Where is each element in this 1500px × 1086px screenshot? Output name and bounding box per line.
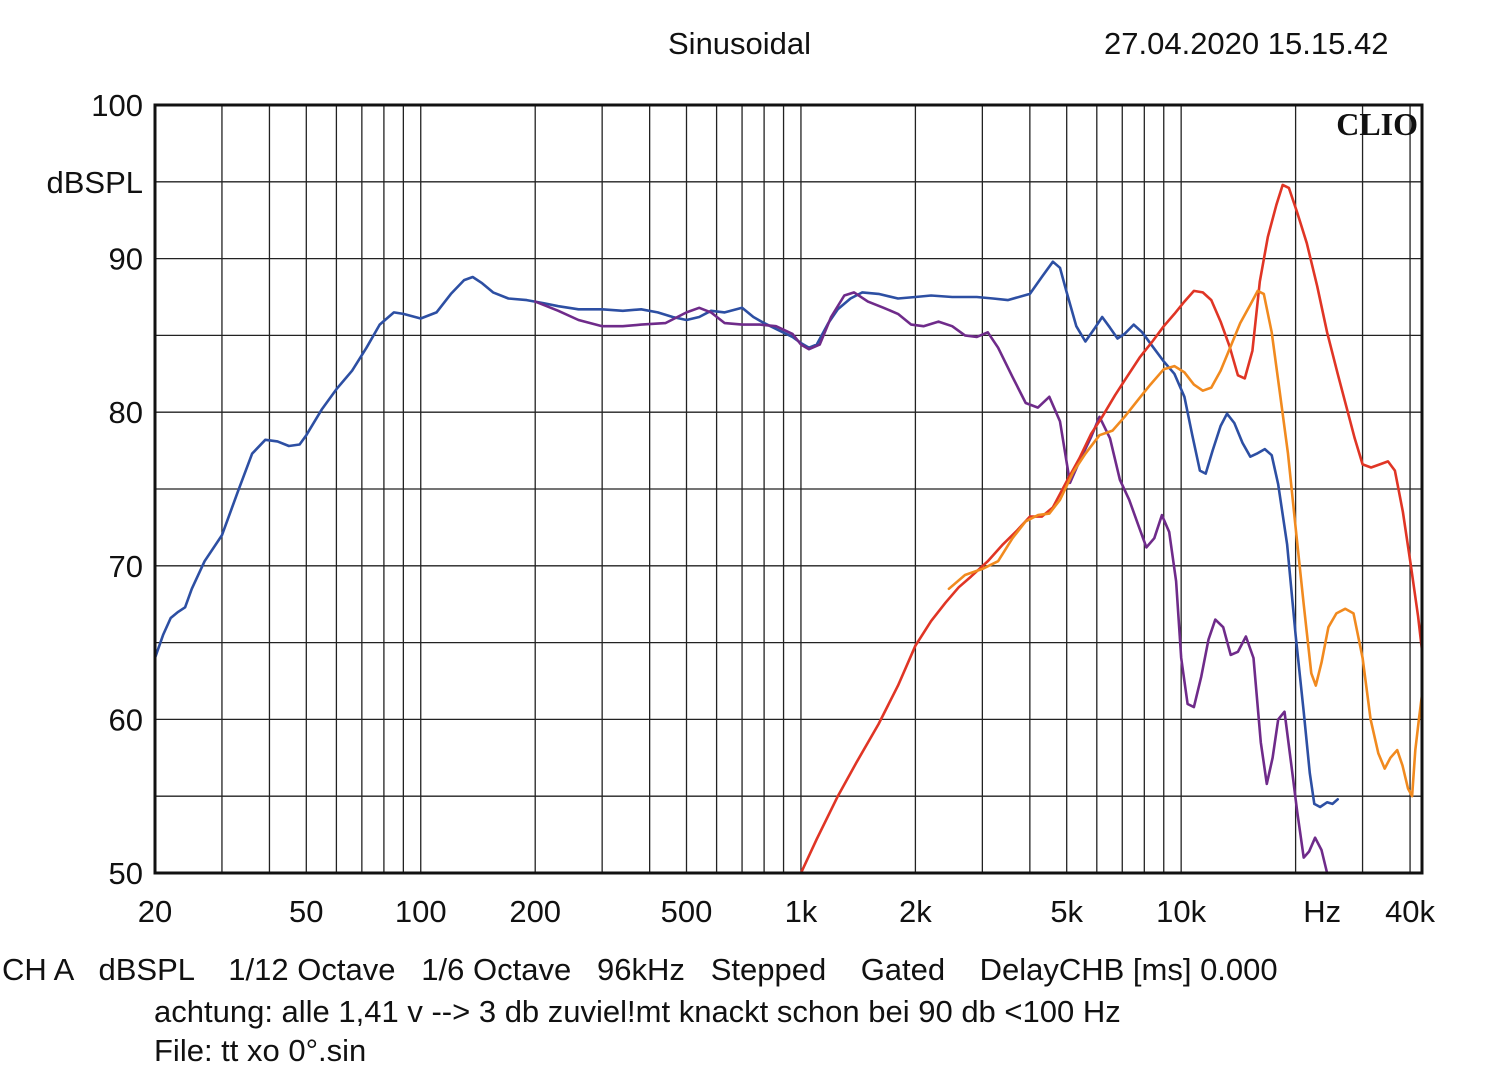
y-tick-label: 80 — [109, 395, 143, 430]
measurement-timestamp: 27.04.2020 15.15.42 — [1104, 26, 1389, 61]
measurement-note: achtung: alle 1,41 v --> 3 db zuviel!mt … — [154, 994, 1121, 1029]
x-tick-label: 50 — [289, 894, 323, 929]
x-tick-label: 10k — [1156, 894, 1206, 929]
x-tick-label: 200 — [509, 894, 561, 929]
y-tick-label: 100 — [91, 88, 143, 123]
y-axis-label: dBSPL — [46, 165, 143, 200]
chart-title: Sinusoidal — [668, 26, 812, 61]
x-tick-label: 1k — [785, 894, 818, 929]
series-line-3 — [799, 183, 1424, 875]
clio-logo: CLIO — [1336, 106, 1418, 142]
series-line-2 — [533, 291, 1329, 875]
x-axis-unit-label: Hz — [1303, 894, 1341, 929]
file-name: File: tt xo 0°.sin — [154, 1033, 367, 1068]
x-tick-label: 500 — [661, 894, 713, 929]
x-tick-label: 5k — [1050, 894, 1083, 929]
series-group — [153, 183, 1424, 875]
x-tick-label: 2k — [899, 894, 932, 929]
x-tick-label: 40k — [1385, 894, 1435, 929]
series-line-1 — [153, 260, 1339, 809]
grid — [155, 105, 1422, 873]
y-tick-label: 70 — [109, 549, 143, 584]
measurement-settings: CH A dBSPL 1/12 Octave 1/6 Octave 96kHz … — [2, 952, 1278, 987]
y-tick-label: 60 — [109, 702, 143, 737]
y-tick-label: 90 — [109, 242, 143, 277]
series-line-4 — [947, 289, 1424, 798]
x-tick-label: 20 — [138, 894, 172, 929]
plot-frame — [153, 103, 1424, 875]
y-tick-label: 50 — [109, 856, 143, 891]
x-tick-label: 100 — [395, 894, 447, 929]
